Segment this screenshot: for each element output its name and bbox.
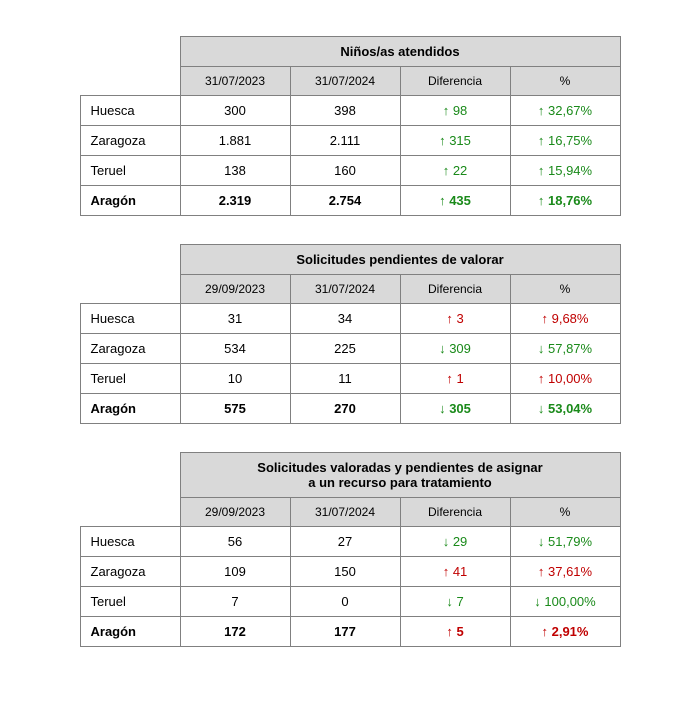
blank-cell	[80, 37, 180, 67]
value-diff: ↓ 29	[400, 527, 510, 557]
table-row: Huesca300398↑ 98↑ 32,67%	[80, 96, 620, 126]
table-row: Huesca5627↓ 29↓ 51,79%	[80, 527, 620, 557]
table-row: Teruel138160↑ 22↑ 15,94%	[80, 156, 620, 186]
value-pct: ↓ 57,87%	[510, 334, 620, 364]
value-pct: ↑ 2,91%	[510, 617, 620, 647]
table-title: Solicitudes pendientes de valorar	[180, 245, 620, 275]
column-header: %	[510, 498, 620, 527]
value-col1: 10	[180, 364, 290, 394]
value-col1: 1.881	[180, 126, 290, 156]
column-header: 31/07/2024	[290, 275, 400, 304]
value-col2: 177	[290, 617, 400, 647]
value-col2: 11	[290, 364, 400, 394]
value-diff: ↑ 22	[400, 156, 510, 186]
value-pct: ↓ 100,00%	[510, 587, 620, 617]
blank-cell	[80, 245, 180, 275]
row-label: Teruel	[80, 587, 180, 617]
value-diff: ↑ 98	[400, 96, 510, 126]
row-label: Huesca	[80, 527, 180, 557]
blank-cell	[80, 453, 180, 498]
value-pct: ↑ 9,68%	[510, 304, 620, 334]
value-diff: ↓ 305	[400, 394, 510, 424]
value-col1: 575	[180, 394, 290, 424]
column-header: 31/07/2023	[180, 67, 290, 96]
value-col1: 109	[180, 557, 290, 587]
value-diff: ↓ 309	[400, 334, 510, 364]
row-label: Huesca	[80, 304, 180, 334]
row-label: Zaragoza	[80, 557, 180, 587]
table-row: Aragón575270↓ 305↓ 53,04%	[80, 394, 620, 424]
data-table-1: Solicitudes pendientes de valorar29/09/2…	[80, 244, 621, 424]
row-label: Teruel	[80, 364, 180, 394]
table-row: Zaragoza109150↑ 41↑ 37,61%	[80, 557, 620, 587]
value-diff: ↓ 7	[400, 587, 510, 617]
row-label: Teruel	[80, 156, 180, 186]
column-header: Diferencia	[400, 275, 510, 304]
table-row: Aragón172177↑ 5↑ 2,91%	[80, 617, 620, 647]
value-col2: 2.754	[290, 186, 400, 216]
value-col2: 150	[290, 557, 400, 587]
column-header: 31/07/2024	[290, 498, 400, 527]
value-pct: ↓ 51,79%	[510, 527, 620, 557]
value-diff: ↑ 5	[400, 617, 510, 647]
value-col2: 160	[290, 156, 400, 186]
value-col2: 270	[290, 394, 400, 424]
table-row: Huesca3134↑ 3↑ 9,68%	[80, 304, 620, 334]
value-col1: 2.319	[180, 186, 290, 216]
table-row: Teruel70↓ 7↓ 100,00%	[80, 587, 620, 617]
column-header: Diferencia	[400, 498, 510, 527]
value-pct: ↓ 53,04%	[510, 394, 620, 424]
value-diff: ↑ 435	[400, 186, 510, 216]
value-diff: ↑ 1	[400, 364, 510, 394]
value-col1: 7	[180, 587, 290, 617]
value-col1: 138	[180, 156, 290, 186]
value-pct: ↑ 37,61%	[510, 557, 620, 587]
value-pct: ↑ 16,75%	[510, 126, 620, 156]
value-col2: 0	[290, 587, 400, 617]
column-header: %	[510, 275, 620, 304]
table-row: Aragón2.3192.754↑ 435↑ 18,76%	[80, 186, 620, 216]
value-col2: 2.111	[290, 126, 400, 156]
table-row: Zaragoza534225↓ 309↓ 57,87%	[80, 334, 620, 364]
tables-container: Niños/as atendidos31/07/202331/07/2024Di…	[40, 36, 660, 647]
value-diff: ↑ 41	[400, 557, 510, 587]
value-col1: 172	[180, 617, 290, 647]
blank-cell	[80, 498, 180, 527]
value-col1: 300	[180, 96, 290, 126]
table-row: Teruel1011↑ 1↑ 10,00%	[80, 364, 620, 394]
row-label: Zaragoza	[80, 126, 180, 156]
value-pct: ↑ 15,94%	[510, 156, 620, 186]
value-diff: ↑ 315	[400, 126, 510, 156]
row-label: Aragón	[80, 394, 180, 424]
value-pct: ↑ 18,76%	[510, 186, 620, 216]
row-label: Aragón	[80, 186, 180, 216]
value-col2: 27	[290, 527, 400, 557]
column-header: 31/07/2024	[290, 67, 400, 96]
value-pct: ↑ 32,67%	[510, 96, 620, 126]
value-diff: ↑ 3	[400, 304, 510, 334]
column-header: 29/09/2023	[180, 275, 290, 304]
column-header: %	[510, 67, 620, 96]
blank-cell	[80, 275, 180, 304]
blank-cell	[80, 67, 180, 96]
value-col1: 56	[180, 527, 290, 557]
data-table-2: Solicitudes valoradas y pendientes de as…	[80, 452, 621, 647]
data-table-0: Niños/as atendidos31/07/202331/07/2024Di…	[80, 36, 621, 216]
table-title: Solicitudes valoradas y pendientes de as…	[180, 453, 620, 498]
value-col1: 31	[180, 304, 290, 334]
value-col1: 534	[180, 334, 290, 364]
row-label: Huesca	[80, 96, 180, 126]
row-label: Aragón	[80, 617, 180, 647]
row-label: Zaragoza	[80, 334, 180, 364]
table-row: Zaragoza1.8812.111↑ 315↑ 16,75%	[80, 126, 620, 156]
value-col2: 34	[290, 304, 400, 334]
column-header: 29/09/2023	[180, 498, 290, 527]
value-pct: ↑ 10,00%	[510, 364, 620, 394]
column-header: Diferencia	[400, 67, 510, 96]
value-col2: 398	[290, 96, 400, 126]
table-title: Niños/as atendidos	[180, 37, 620, 67]
value-col2: 225	[290, 334, 400, 364]
